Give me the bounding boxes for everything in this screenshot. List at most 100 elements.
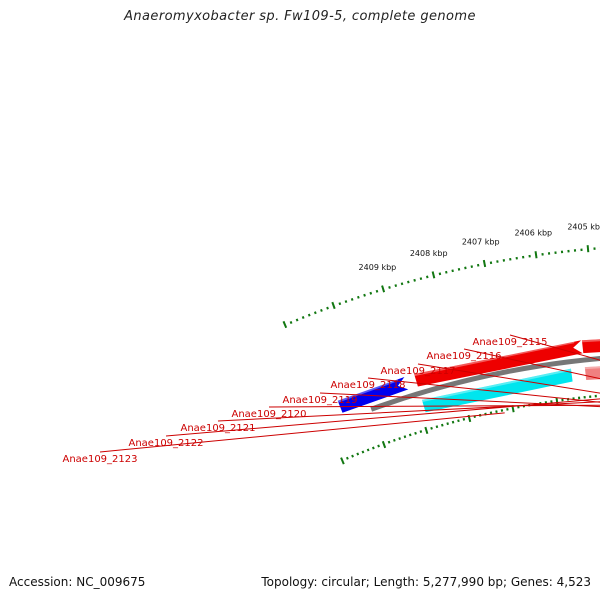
feature-cyan-highlight [420,368,573,403]
scale-label: 2409 kbp [359,263,397,272]
minor-tick [451,420,455,424]
leader-line [165,398,600,437]
major-tick [424,426,429,435]
map-title: Anaeromyxobacter sp. Fw109-5, complete g… [124,9,476,24]
minor-tick [457,419,460,423]
minor-tick [403,435,407,439]
gene-labels: Anae109_2123 Anae109_2122 Anae109_2121 Anae… [63,334,600,465]
feature-cyan [420,368,573,413]
gene-label: Anae109_2120 [232,409,307,420]
minor-tick [301,316,305,320]
major-tick [331,301,336,310]
minor-tick [372,446,375,450]
minor-tick [387,440,391,444]
feature-blue-cds-body [337,377,409,413]
minor-tick [398,437,401,440]
feature-blue-cds-highlight [336,379,399,404]
major-tick [586,245,590,253]
minor-tick [425,275,429,279]
minor-tick [326,306,329,310]
scale-label: 2407 kbp [462,237,500,246]
minor-tick [393,438,396,442]
minor-tick [407,280,410,284]
feature-salmon-1-highlight [583,366,600,370]
minor-tick [457,267,461,271]
outer-scale-ring [282,245,600,329]
gene-label: Anae109_2115 [473,337,548,348]
minor-tick [313,311,317,315]
feature-cyan-body [421,368,573,413]
minor-tick [451,269,454,273]
minor-tick [419,277,423,281]
major-tick [282,320,288,329]
feature-cds-2122-body [581,339,600,354]
feature-blue-cds [336,377,409,413]
minor-tick [369,291,373,295]
minor-tick [338,302,342,306]
major-tick [340,457,345,465]
major-tick [431,271,436,279]
feature-cds-2122-highlight [580,339,600,343]
minor-tick [377,444,380,448]
minor-tick [414,431,417,435]
gene-label: Anae109_2118 [331,380,406,391]
minor-tick [394,284,398,288]
major-tick [534,251,538,259]
minor-tick [388,286,391,289]
minor-tick [361,450,365,454]
minor-tick [350,297,354,301]
minor-tick [363,293,366,297]
minor-tick [446,422,449,426]
gene-label: Anae109_2123 [63,454,138,465]
minor-tick [413,278,416,282]
minor-tick [400,282,404,286]
minor-tick [357,295,360,299]
feature-cds-2123-highlight [412,341,575,377]
feature-cds-2123 [412,340,583,387]
scale-labels: 2409 kbp 2408 kbp 2407 kbp 2406 kbp 2405 kbp… [359,222,600,272]
leader-line [99,412,505,453]
minor-tick [375,289,379,293]
major-tick [381,285,386,293]
scale-label: 2408 kbp [410,249,448,258]
gene-label: Anae109_2117 [381,366,456,377]
scale-label: 2405 kbp [567,222,600,231]
minor-tick [289,320,293,324]
minor-tick [495,410,498,414]
minor-tick [435,425,439,429]
feature-track [336,339,600,413]
leader-line [417,363,600,394]
gene-label: Anae109_2121 [181,423,256,434]
leader-line [463,348,600,380]
minor-tick [462,417,466,421]
minor-tick [307,313,311,317]
major-tick [482,259,487,268]
leader-line [268,404,600,408]
minor-tick [430,426,433,430]
gene-label: Anae109_2119 [283,395,358,406]
minor-tick [366,448,370,452]
topology-summary: Topology: circular; Length: 5,277,990 bp… [261,575,591,589]
scale-label: 2406 kbp [514,229,552,238]
minor-tick [438,272,442,276]
minor-tick [419,430,423,434]
leader-line [367,377,600,403]
minor-tick [408,433,412,437]
accession-text: Accession: NC_009675 [9,575,146,589]
major-tick [381,440,387,449]
leader-line [319,392,600,408]
minor-tick [356,452,360,456]
leader-line [217,401,600,422]
minor-tick [320,308,323,312]
feature-cds-2122 [580,339,600,354]
minor-tick [489,411,493,415]
backbone [370,356,600,412]
gene-label: Anae109_2122 [129,438,204,449]
minor-tick [441,423,444,427]
minor-tick [351,454,354,458]
minor-tick [445,270,448,274]
minor-tick [344,300,348,303]
minor-tick [295,318,299,322]
inner-scale-ring [340,394,597,465]
